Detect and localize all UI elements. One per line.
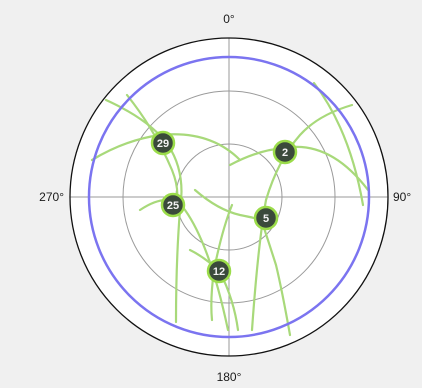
- satellite-25-marker: [160, 192, 186, 218]
- satellite-12-label: 12: [213, 266, 225, 278]
- label-south: 180°: [217, 370, 242, 384]
- track-25b: [138, 198, 230, 332]
- satellite-29[interactable]: 29: [150, 130, 176, 156]
- track-29: [104, 98, 183, 324]
- satellite-2-label: 2: [282, 147, 288, 159]
- track-2b: [312, 81, 365, 207]
- outer-ring: [69, 37, 389, 357]
- track-2: [250, 103, 354, 332]
- satellite-5-marker: [253, 205, 279, 231]
- satellite-29-marker: [150, 130, 176, 156]
- satellite-12[interactable]: 12: [206, 258, 232, 284]
- satellite-25-label: 25: [167, 200, 179, 212]
- horizon-ring: [87, 55, 371, 339]
- track-5b: [260, 220, 292, 337]
- label-east: 90°: [393, 190, 411, 204]
- label-north: 0°: [223, 12, 235, 26]
- satellite-29-label: 29: [157, 138, 169, 150]
- satellite-5[interactable]: 5: [253, 205, 279, 231]
- satellite-2[interactable]: 2: [272, 139, 298, 165]
- satellite-12-marker: [206, 258, 232, 284]
- satellite-5-label: 5: [263, 213, 269, 225]
- satellite-2-marker: [272, 139, 298, 165]
- label-west: 270°: [39, 190, 64, 204]
- satellite-25[interactable]: 25: [160, 192, 186, 218]
